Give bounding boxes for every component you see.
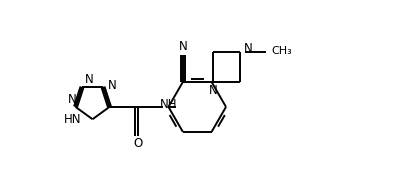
Text: N: N bbox=[244, 42, 253, 55]
Text: N: N bbox=[179, 41, 187, 53]
Text: N: N bbox=[85, 73, 94, 86]
Text: CH₃: CH₃ bbox=[271, 46, 292, 56]
Text: N: N bbox=[209, 84, 217, 97]
Text: HN: HN bbox=[63, 113, 81, 126]
Text: O: O bbox=[133, 137, 143, 150]
Text: N: N bbox=[108, 78, 117, 92]
Text: N: N bbox=[68, 93, 77, 106]
Text: NH: NH bbox=[160, 98, 178, 112]
